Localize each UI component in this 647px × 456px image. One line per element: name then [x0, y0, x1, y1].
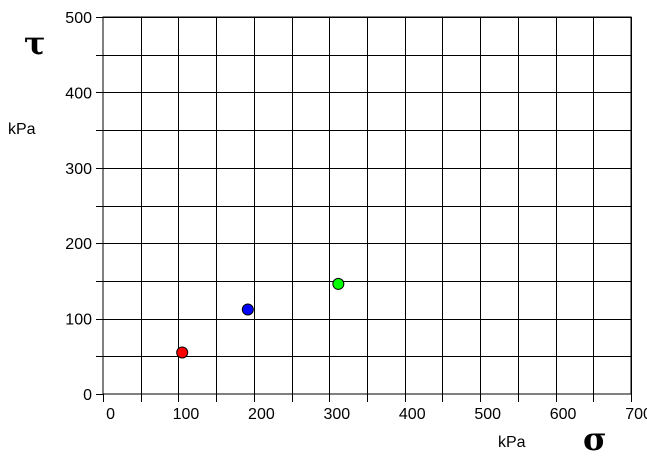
- x-tick-label: 500: [474, 406, 501, 423]
- data-points: [176, 277, 345, 359]
- y-tick-label: 0: [83, 387, 92, 404]
- data-point: [332, 277, 345, 290]
- x-tick-label: 600: [550, 406, 577, 423]
- x-axis-unit: kPa: [498, 434, 526, 451]
- axis-ticks: 0 100 200 300 400 500 600 700 0 100 200 300 400 500: [65, 10, 647, 423]
- x-tick-label: 700: [625, 406, 647, 423]
- y-tick-label: 200: [65, 236, 92, 253]
- y-tick-label: 500: [65, 10, 92, 27]
- data-point: [176, 346, 189, 359]
- chart-grid: [103, 17, 632, 394]
- x-tick-label: 200: [248, 406, 275, 423]
- y-tick-label: 400: [65, 85, 92, 102]
- data-point: [241, 303, 254, 316]
- y-axis-symbol: τ: [24, 24, 46, 62]
- x-tick-label: 400: [399, 406, 426, 423]
- x-tick-label: 300: [323, 406, 350, 423]
- y-tick-label: 100: [65, 312, 92, 329]
- x-tick-label: 0: [106, 406, 115, 423]
- y-axis-unit: kPa: [8, 121, 36, 138]
- y-tick-label: 300: [65, 161, 92, 178]
- x-axis-symbol: σ: [583, 420, 607, 456]
- x-tick-label: 100: [173, 406, 200, 423]
